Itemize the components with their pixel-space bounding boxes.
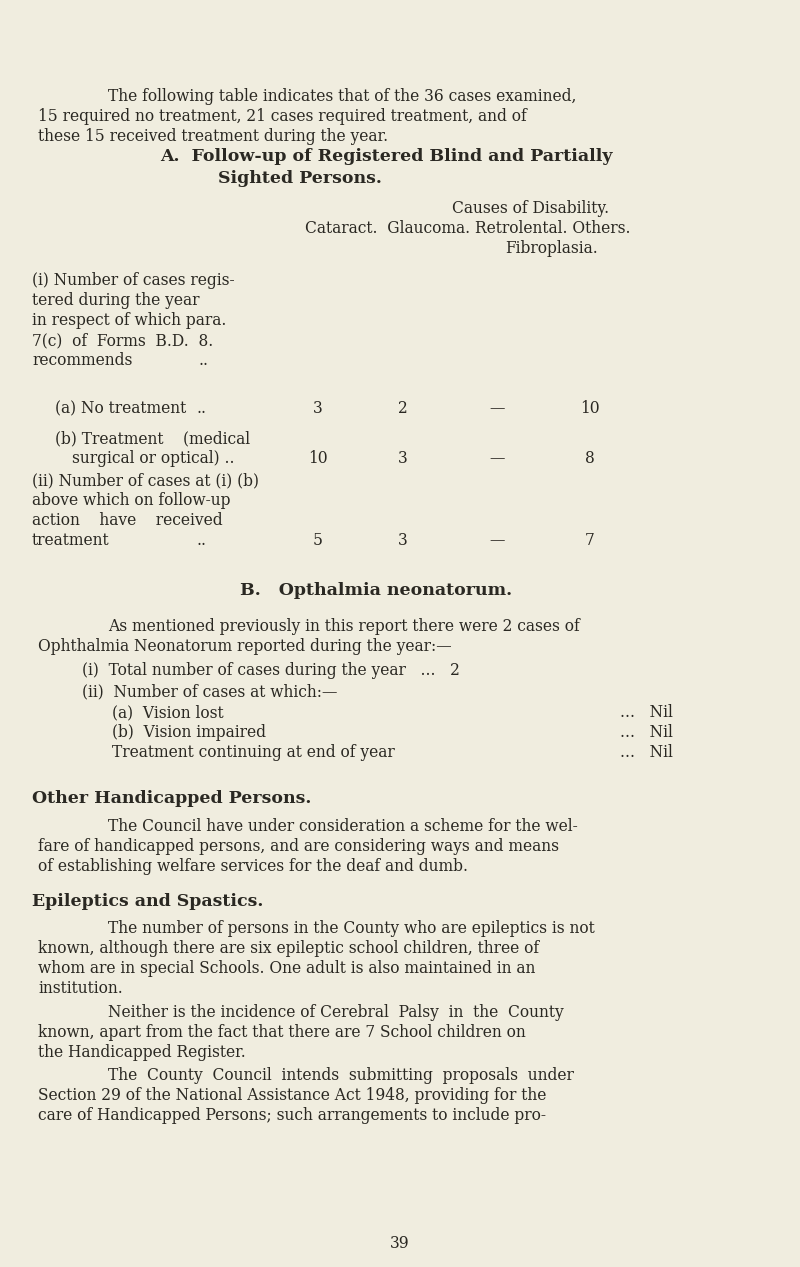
Text: 3: 3	[398, 532, 408, 549]
Text: of establishing welfare services for the deaf and dumb.: of establishing welfare services for the…	[38, 858, 468, 875]
Text: the Handicapped Register.: the Handicapped Register.	[38, 1044, 246, 1060]
Text: known, apart from the fact that there are 7 School children on: known, apart from the fact that there ar…	[38, 1024, 526, 1041]
Text: surgical or optical) ..: surgical or optical) ..	[72, 450, 234, 468]
Text: The following table indicates that of the 36 cases examined,: The following table indicates that of th…	[108, 87, 576, 105]
Text: 10: 10	[580, 400, 600, 417]
Text: (a)  Vision lost: (a) Vision lost	[112, 704, 224, 721]
Text: The number of persons in the County who are epileptics is not: The number of persons in the County who …	[108, 920, 594, 938]
Text: 15 required no treatment, 21 cases required treatment, and of: 15 required no treatment, 21 cases requi…	[38, 108, 526, 125]
Text: 7(c)  of  Forms  B.D.  8.: 7(c) of Forms B.D. 8.	[32, 332, 214, 348]
Text: 8: 8	[585, 450, 595, 468]
Text: care of Handicapped Persons; such arrangements to include pro-: care of Handicapped Persons; such arrang…	[38, 1107, 546, 1124]
Text: Neither is the incidence of Cerebral  Palsy  in  the  County: Neither is the incidence of Cerebral Pal…	[108, 1003, 564, 1021]
Text: above which on follow-up: above which on follow-up	[32, 492, 230, 509]
Text: (ii) Number of cases at (i) (b): (ii) Number of cases at (i) (b)	[32, 473, 259, 489]
Text: Ophthalmia Neonatorum reported during the year:—: Ophthalmia Neonatorum reported during th…	[38, 639, 452, 655]
Text: whom are in special Schools. One adult is also maintained in an: whom are in special Schools. One adult i…	[38, 960, 535, 977]
Text: ...   Nil: ... Nil	[620, 704, 673, 721]
Text: (b)  Vision impaired: (b) Vision impaired	[112, 723, 266, 741]
Text: ..: ..	[197, 400, 207, 417]
Text: 5: 5	[313, 532, 323, 549]
Text: —: —	[490, 450, 505, 468]
Text: ...   Nil: ... Nil	[620, 723, 673, 741]
Text: (i)  Total number of cases during the year   ...   2: (i) Total number of cases during the yea…	[82, 661, 460, 679]
Text: ..: ..	[197, 532, 207, 549]
Text: 10: 10	[308, 450, 328, 468]
Text: —: —	[490, 532, 505, 549]
Text: As mentioned previously in this report there were 2 cases of: As mentioned previously in this report t…	[108, 618, 580, 635]
Text: ..: ..	[198, 352, 208, 369]
Text: —: —	[490, 400, 505, 417]
Text: Epileptics and Spastics.: Epileptics and Spastics.	[32, 893, 263, 910]
Text: 2: 2	[398, 400, 408, 417]
Text: treatment: treatment	[32, 532, 110, 549]
Text: A.  Follow-up of Registered Blind and Partially: A. Follow-up of Registered Blind and Par…	[160, 148, 613, 165]
Text: 39: 39	[390, 1235, 410, 1252]
Text: tered during the year: tered during the year	[32, 291, 199, 309]
Text: fare of handicapped persons, and are considering ways and means: fare of handicapped persons, and are con…	[38, 837, 559, 855]
Text: in respect of which para.: in respect of which para.	[32, 312, 226, 329]
Text: these 15 received treatment during the year.: these 15 received treatment during the y…	[38, 128, 388, 144]
Text: known, although there are six epileptic school children, three of: known, although there are six epileptic …	[38, 940, 539, 957]
Text: (a) No treatment: (a) No treatment	[55, 400, 186, 417]
Text: Sighted Persons.: Sighted Persons.	[218, 170, 382, 188]
Text: 3: 3	[313, 400, 323, 417]
Text: Fibroplasia.: Fibroplasia.	[505, 239, 598, 257]
Text: Other Handicapped Persons.: Other Handicapped Persons.	[32, 791, 311, 807]
Text: institution.: institution.	[38, 979, 122, 997]
Text: The  County  Council  intends  submitting  proposals  under: The County Council intends submitting pr…	[108, 1067, 574, 1085]
Text: (ii)  Number of cases at which:—: (ii) Number of cases at which:—	[82, 683, 338, 699]
Text: recommends: recommends	[32, 352, 132, 369]
Text: action    have    received: action have received	[32, 512, 222, 530]
Text: ...   Nil: ... Nil	[620, 744, 673, 761]
Text: (b) Treatment    (medical: (b) Treatment (medical	[55, 430, 250, 447]
Text: 3: 3	[398, 450, 408, 468]
Text: 7: 7	[585, 532, 595, 549]
Text: (i) Number of cases regis-: (i) Number of cases regis-	[32, 272, 234, 289]
Text: B.   Opthalmia neonatorum.: B. Opthalmia neonatorum.	[240, 582, 512, 599]
Text: Section 29 of the National Assistance Act 1948, providing for the: Section 29 of the National Assistance Ac…	[38, 1087, 546, 1104]
Text: Causes of Disability.: Causes of Disability.	[452, 200, 609, 217]
Text: Cataract.  Glaucoma. Retrolental. Others.: Cataract. Glaucoma. Retrolental. Others.	[305, 220, 630, 237]
Text: Treatment continuing at end of year: Treatment continuing at end of year	[112, 744, 394, 761]
Text: The Council have under consideration a scheme for the wel-: The Council have under consideration a s…	[108, 818, 578, 835]
